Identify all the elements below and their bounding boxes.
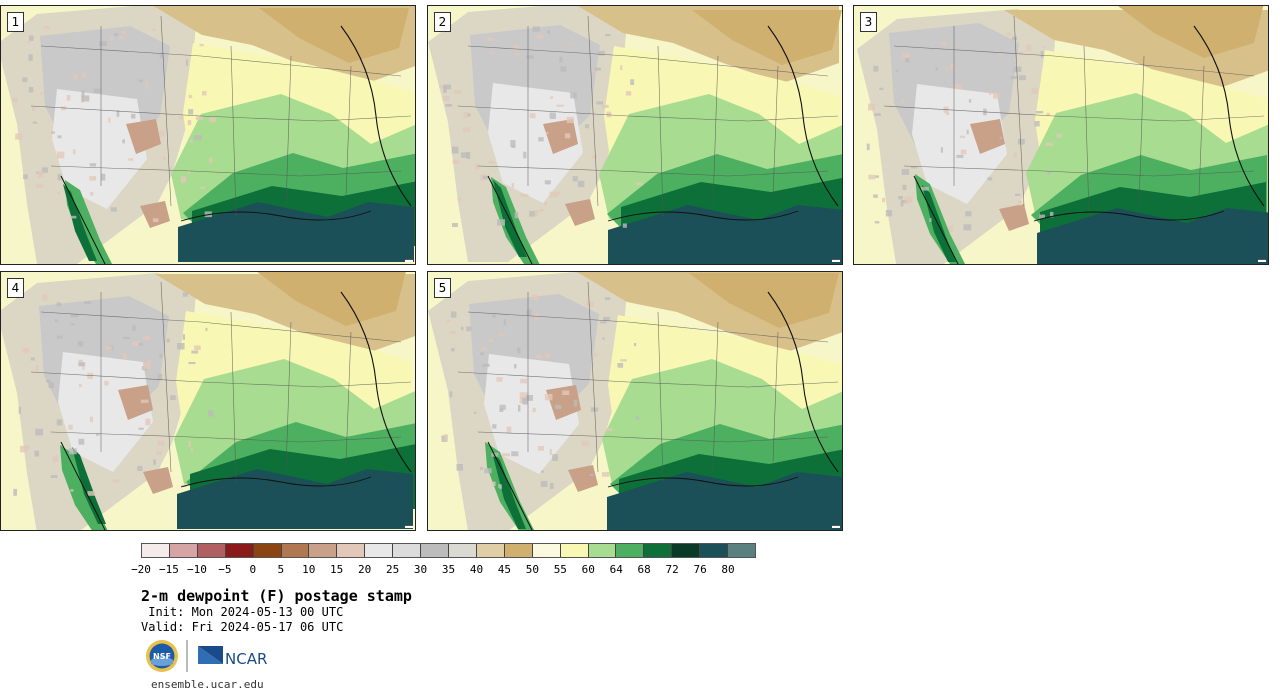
dewpoint-map-3 [854, 6, 1268, 264]
colorbar-segment [421, 544, 449, 557]
init-time: Init: Mon 2024-05-13 00 UTC [141, 605, 344, 619]
colorbar-segment [393, 544, 422, 557]
colorbar-tick-label: 25 [385, 563, 400, 576]
map-corner-marker [1258, 259, 1266, 262]
colorbar-segment [616, 544, 645, 557]
plot-title: 2-m dewpoint (F) postage stamp [141, 587, 412, 605]
colorbar-segment [169, 544, 198, 557]
colorbar-tick-label: 15 [330, 563, 344, 576]
map-corner-marker [405, 525, 413, 528]
panel-number-label: 2 [434, 12, 451, 32]
colorbar-tick-label: 0 [249, 563, 257, 576]
postage-stamp-panel-5: 5 [427, 271, 843, 531]
colorbar-segment [309, 544, 338, 557]
colorbar-segment [142, 544, 170, 557]
ncar-logo: NCAR [198, 646, 267, 668]
colorbar-tick-label: −10 [186, 563, 207, 576]
postage-stamp-panel-2: 2 [427, 5, 843, 265]
dewpoint-map-2 [428, 6, 842, 264]
colorbar-tick-label: 10 [302, 563, 316, 576]
dewpoint-map-4 [1, 272, 415, 530]
colorbar-tick-label: 80 [721, 563, 735, 576]
colorbar-tick-label: 30 [413, 563, 428, 576]
colorbar-segment [197, 544, 226, 557]
colorbar-segment [728, 544, 755, 557]
colorbar-tick-label: 68 [637, 563, 651, 576]
colorbar-segment [504, 544, 533, 557]
colorbar-tick-label: −5 [218, 563, 232, 576]
colorbar-tick-labels: −20 −15 −10 −5 0 5 10 15 20 25 30 35 40 45 50 55 60 64 68 7… [131, 563, 756, 577]
valid-time: Valid: Fri 2024-05-17 06 UTC [141, 620, 344, 634]
colorbar-segment [588, 544, 617, 557]
colorbar-tick-label: 5 [277, 563, 285, 576]
postage-stamp-panel-4: 4 [0, 271, 416, 531]
colorbar-segment [448, 544, 477, 557]
panel-number-label: 5 [434, 278, 451, 298]
colorbar-tick-label: 60 [581, 563, 595, 576]
colorbar-tick-label: 76 [693, 563, 707, 576]
panel-number-label: 1 [7, 12, 24, 32]
colorbar-tick-label: −15 [159, 563, 179, 576]
panel-number-label: 3 [860, 12, 877, 32]
colorbar-segment [644, 544, 673, 557]
colorbar-segment [253, 544, 282, 557]
colorbar-tick-label: 55 [553, 563, 567, 576]
colorbar-segment [365, 544, 394, 557]
sponsor-logos: NSF NCAR [146, 640, 267, 672]
panel-number-label: 4 [7, 278, 24, 298]
colorbar-segment [672, 544, 701, 557]
colorbar-tick-label: 50 [525, 563, 539, 576]
colorbar-tick-label: 20 [358, 563, 372, 576]
colorbar-segment [225, 544, 254, 557]
dewpoint-map-5 [428, 272, 842, 530]
colorbar-tick-label: 72 [665, 563, 679, 576]
dewpoint-colorbar [141, 543, 756, 558]
ncar-logo-text: NCAR [225, 650, 267, 668]
nsf-logo-text: NSF [153, 652, 171, 661]
colorbar-segment [337, 544, 366, 557]
colorbar-tick-label: −20 [131, 563, 151, 576]
colorbar-tick-label: 35 [441, 563, 456, 576]
colorbar-tick-label: 45 [497, 563, 512, 576]
colorbar-tick-label: 64 [609, 563, 623, 576]
colorbar-segment [281, 544, 310, 557]
website-url: ensemble.ucar.edu [151, 678, 264, 691]
colorbar-segment [532, 544, 561, 557]
colorbar-segment [476, 544, 505, 557]
colorbar-segment [700, 544, 729, 557]
colorbar-tick-label: 40 [469, 563, 484, 576]
map-corner-marker [405, 259, 413, 262]
colorbar-segment [560, 544, 589, 557]
dewpoint-map-1 [1, 6, 415, 264]
postage-stamp-panel-3: 3 [853, 5, 1269, 265]
nsf-logo: NSF [146, 640, 178, 672]
map-corner-marker [832, 259, 840, 262]
postage-stamp-panel-1: 1 [0, 5, 416, 265]
map-corner-marker [832, 525, 840, 528]
